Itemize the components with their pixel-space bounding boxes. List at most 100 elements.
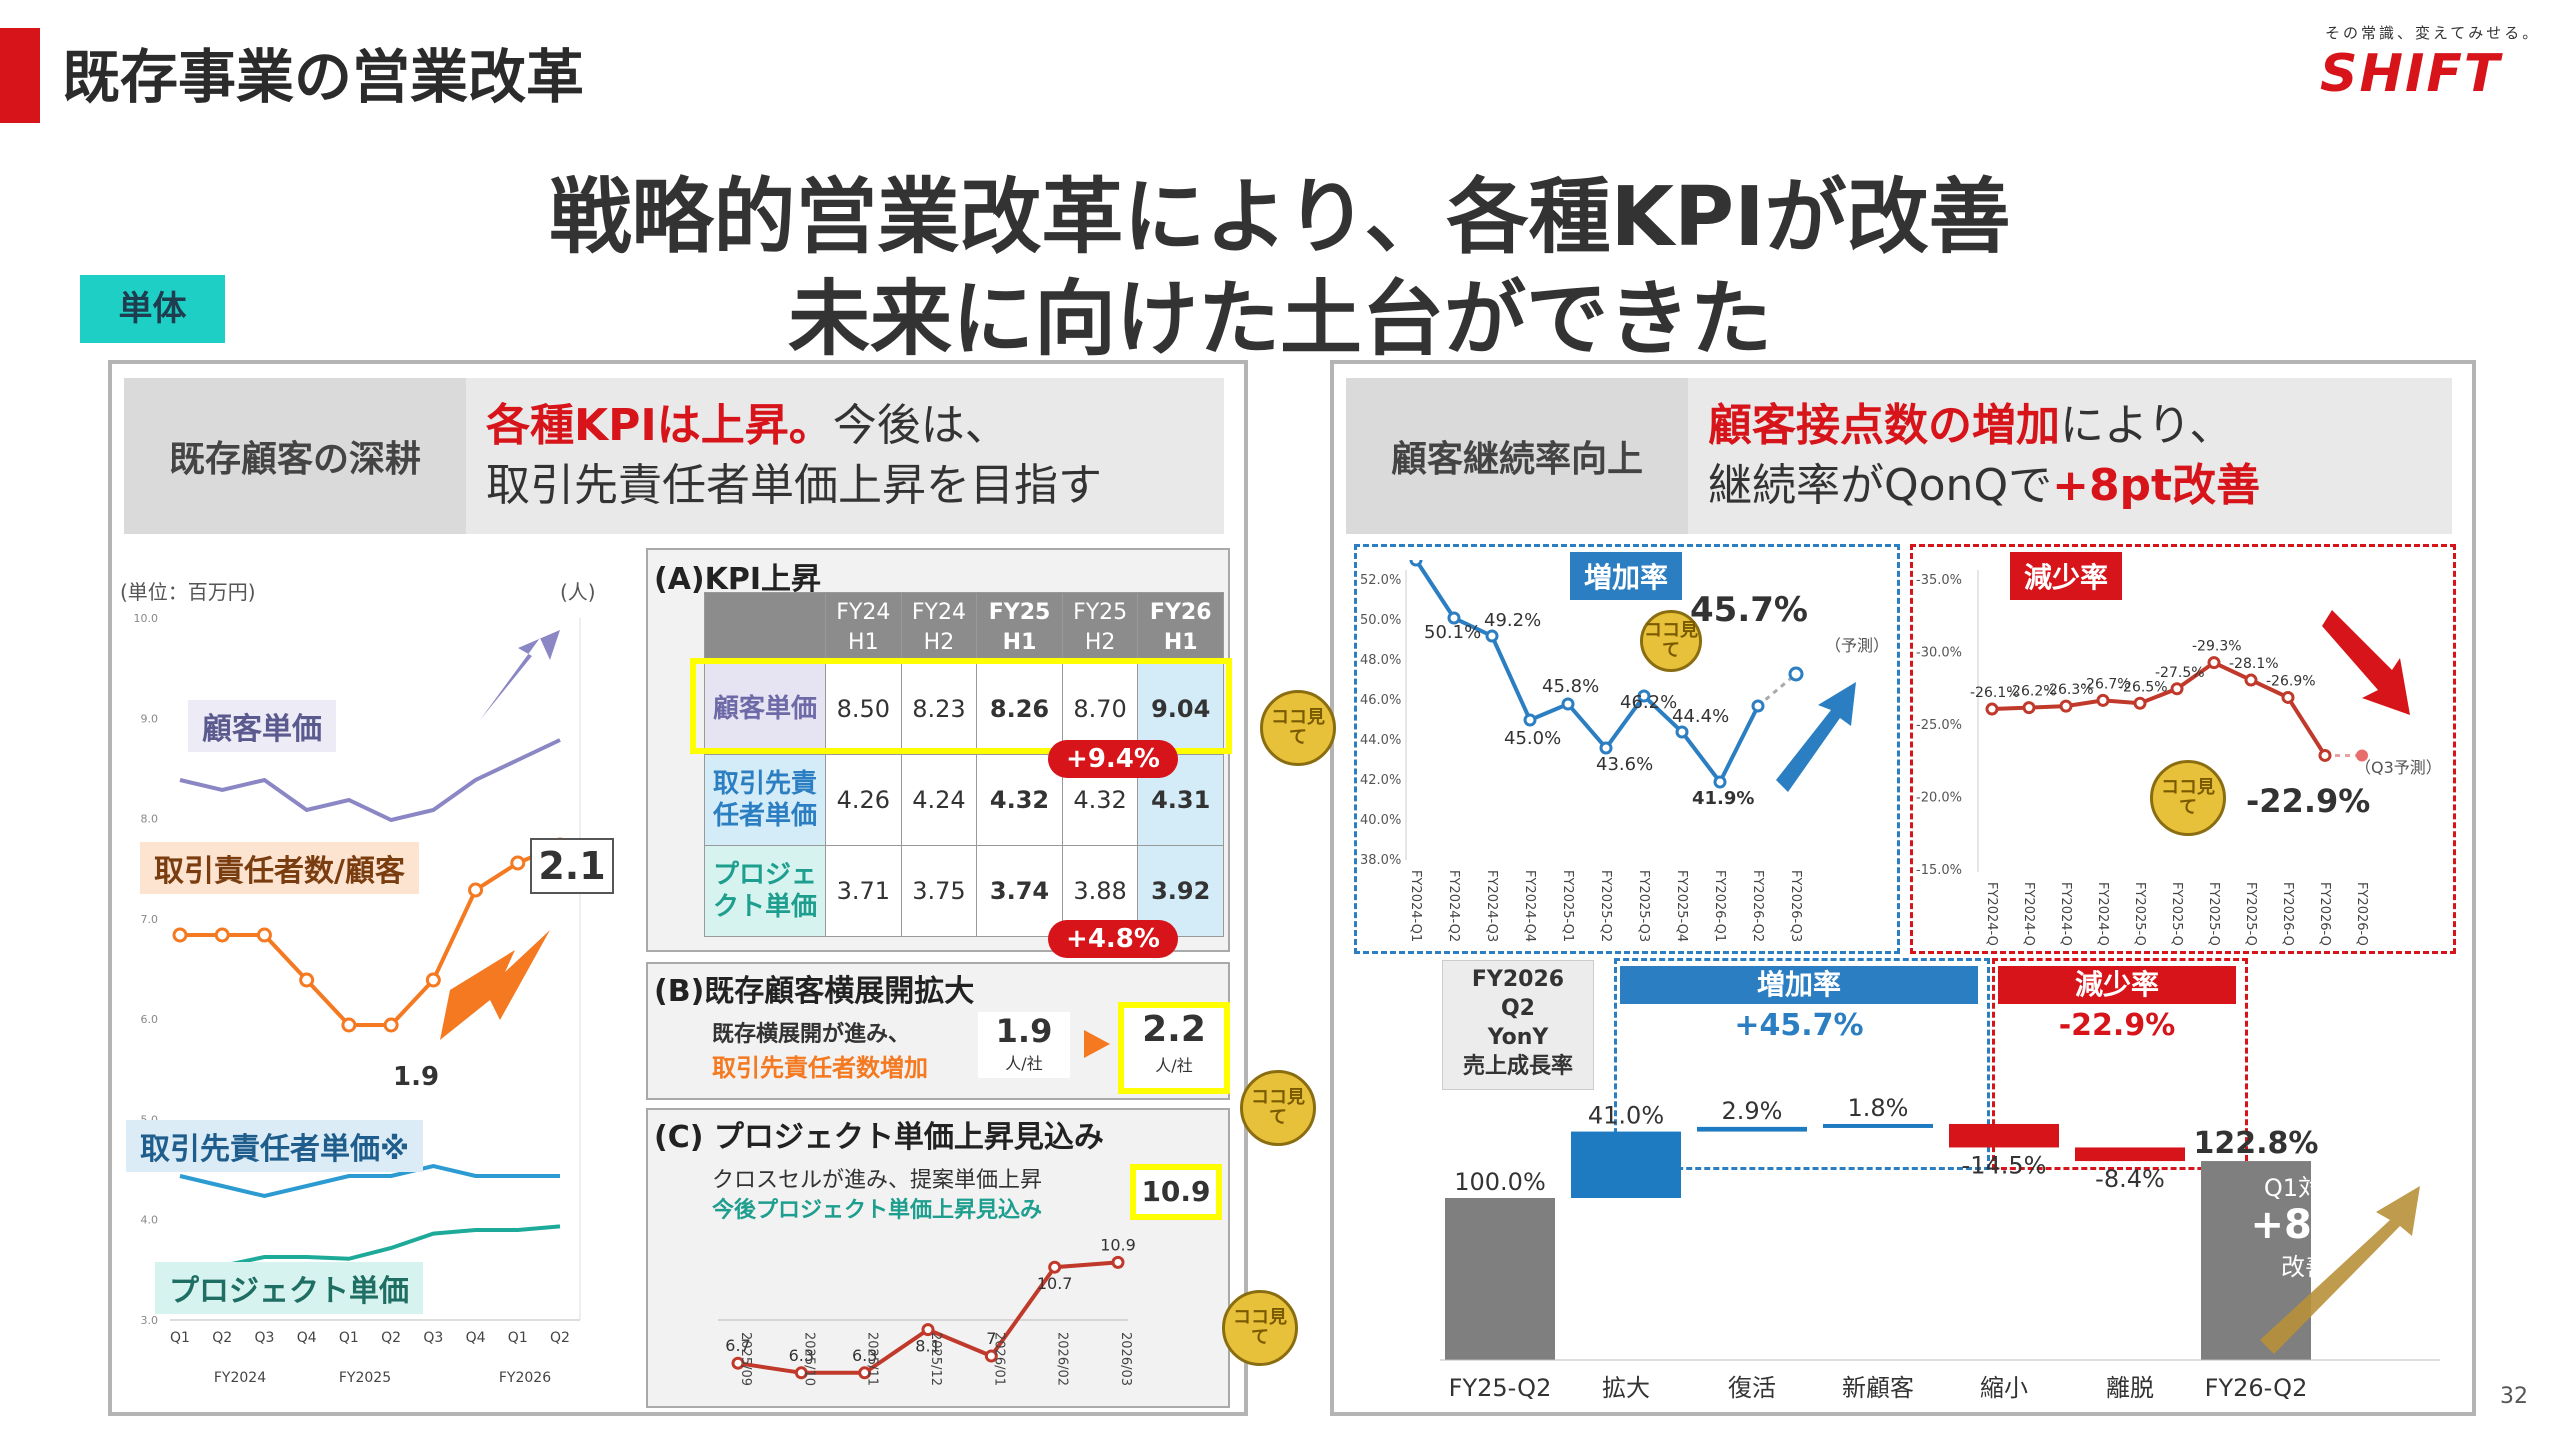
increase-y-tick-label: 46.0% (1360, 693, 1401, 708)
kpi-cell: 3.74 (976, 845, 1063, 937)
project-x-tick-label: 2025/10 (801, 1332, 816, 1386)
decrease-latest-value: -22.9% (2246, 782, 2371, 820)
slide-title: 既存事業の営業改革 (62, 43, 585, 111)
contacts-point (510, 855, 526, 871)
waterfall-data-label: -14.5% (1962, 1151, 2047, 1179)
decrease-rate-point (1985, 702, 1999, 716)
kpi-growth-pill-1: +9.4% (1048, 740, 1178, 778)
waterfall-category-label: FY26-Q2 (2205, 1374, 2308, 1402)
decrease-x-tick-label: FY2026-Q1 (2280, 882, 2295, 946)
look-here-mascot-icon: ココ見て (1640, 610, 1702, 672)
increase-rate-point (1447, 611, 1461, 625)
waterfall-category-label: 縮小 (1980, 1374, 2028, 1402)
project-price-chart: 6.7 6.3 6.3 8.1 7 10.7 10.9 2025/09 2025/10 2025/… (718, 1235, 1136, 1386)
increase-x-tick-label: FY2025-Q3 (1636, 870, 1651, 942)
project-price-point (984, 1349, 998, 1363)
left-unit-label: (単位：百万円) (120, 580, 256, 604)
decrease-x-tick-label: FY2025-Q2 (2169, 882, 2184, 946)
left-tick-label: 3.0 (141, 1314, 159, 1327)
waterfall-header-line: FY2026 (1471, 967, 1565, 992)
decrease-y-tick-label: -35.0% (1916, 573, 1962, 588)
project-x-tick-label: 2026/01 (991, 1332, 1006, 1386)
waterfall-bar (2075, 1147, 2185, 1162)
project-data-label: 8.1 (915, 1337, 940, 1356)
increase-x-tick-label: FY2025-Q4 (1674, 870, 1689, 942)
right-section-message: 顧客接点数の増加により、 継続率がQonQで+8pt改善 (1708, 396, 2260, 516)
increase-rate-point (1599, 741, 1613, 755)
increase-latest-value: 45.7% (1690, 590, 1808, 630)
decrease-rate-point (2318, 748, 2332, 762)
page-number: 32 (2500, 1384, 2528, 1409)
expand-to-unit: 人/社 (1155, 1056, 1193, 1075)
project-highlight-value: 10.9 (1130, 1164, 1222, 1220)
decrease-rate-point (2133, 696, 2147, 710)
right-message-text-2: 継続率がQonQで (1708, 460, 2053, 511)
expand-from: 1.9 人/社 (978, 1012, 1070, 1078)
increase-y-tick-label: 44.0% (1360, 733, 1401, 748)
contacts-point (341, 1017, 357, 1033)
kpi-growth-pill-2: +4.8% (1048, 920, 1178, 958)
customer-price-line (179, 738, 561, 823)
waterfall-decrease-total: -22.9% (2058, 1008, 2176, 1043)
title-accent-bar (0, 28, 40, 123)
left-message-text-1: 今後は、 (832, 400, 1009, 451)
expand-text-2: 取引先責任者数増加 (712, 1054, 928, 1082)
kpi-cell: 8.50 (825, 663, 902, 755)
decrease-rate-point (2096, 693, 2110, 707)
project-price-point (794, 1366, 808, 1380)
waterfall-data-label: 100.0% (1454, 1168, 1546, 1196)
kpi-title: (A)KPI上昇 (654, 562, 822, 597)
increase-forecast-line (1757, 672, 1797, 708)
decrease-forecast-label: （Q3予測） (2355, 758, 2442, 777)
project-data-label: 7 (986, 1329, 996, 1348)
waterfall-bar (1949, 1123, 2059, 1148)
left-tick-label: 7.0 (141, 913, 159, 926)
decrease-x-tick-label: FY2024-Q2 (2021, 882, 2036, 946)
increase-rate-point (1675, 725, 1689, 739)
left-x-tick-label: Q2 (550, 1330, 570, 1346)
expand-from-value: 1.9 (995, 1012, 1053, 1050)
project-data-label: 6.7 (725, 1336, 750, 1355)
decrease-data-label: -27.5% (2155, 665, 2205, 681)
waterfall-data-label: 2.9% (1722, 1097, 1783, 1125)
project-price-point (921, 1323, 935, 1337)
decrease-tag: 減少率 (2010, 552, 2123, 600)
waterfall-bar (1697, 1126, 1807, 1132)
increase-x-tick-label: FY2024-Q3 (1484, 870, 1499, 942)
project-title: (C) プロジェクト単価上昇見込み (654, 1120, 1104, 1155)
waterfall-decrease-frame (1992, 958, 2248, 1170)
contacts-low-value: 1.9 (393, 1062, 440, 1092)
label-project-price: プロジェクト単価 (155, 1262, 423, 1314)
contacts-point (383, 1017, 399, 1033)
increase-data-label: 50.1% (1424, 622, 1481, 643)
left-x-tick-label: Q4 (297, 1330, 317, 1346)
project-x-tick-label: 2025/09 (738, 1332, 753, 1386)
left-x-tick-label: Q1 (170, 1330, 190, 1346)
increase-up-arrow (1776, 682, 1856, 792)
increase-y-tick-label: 42.0% (1360, 773, 1401, 788)
kpi-cell: 3.71 (825, 845, 902, 937)
increase-x-tick-label: FY2026-Q1 (1712, 870, 1727, 942)
contacts-up-arrow (440, 930, 550, 1040)
left-tick-label: 4.0 (141, 1214, 159, 1227)
increase-rate-point (1751, 699, 1765, 713)
decrease-data-label: -26.2% (2007, 684, 2057, 700)
right-message-highlight-2: +8pt改善 (2052, 460, 2261, 511)
decrease-x-tick-label: FY2024-Q3 (2058, 882, 2073, 946)
increase-x-tick-label: FY2024-Q2 (1446, 870, 1461, 942)
project-price-line (180, 1224, 561, 1268)
kpi-col-4: FY26 H1 (1137, 592, 1224, 664)
qoq-badge: Q1対比 +8pt 改善 (2250, 1168, 2360, 1282)
increase-data-label: 41.9% (1692, 788, 1754, 809)
look-here-mascot-icon: ココ見て (1222, 1290, 1298, 1366)
contacts-point (425, 972, 441, 988)
decrease-data-label: -26.5% (2118, 679, 2168, 695)
increase-rate-point (1713, 775, 1727, 789)
increase-y-tick-label: 48.0% (1360, 653, 1401, 668)
increase-x-tick-label: FY2026-Q3 (1788, 870, 1803, 942)
kpi-cell: 8.70 (1061, 663, 1139, 755)
increase-x-tick-label: FY2025-Q2 (1598, 870, 1613, 942)
headline-line-2: 未来に向けた土台ができた (787, 272, 1772, 367)
contacts-point (172, 927, 188, 943)
increase-rate-point (1485, 629, 1499, 643)
